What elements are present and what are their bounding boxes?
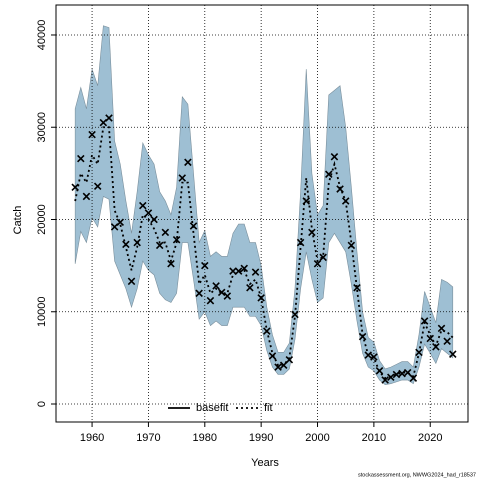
observed-point (268, 352, 277, 360)
observed-point (263, 327, 271, 335)
observed-point (240, 264, 249, 273)
observed-point (336, 185, 344, 193)
x-tick-label: 1960 (80, 432, 104, 444)
y-tick-label: 30000 (36, 112, 48, 143)
observed-point (296, 238, 305, 247)
observed-point (82, 192, 91, 201)
observed-point (285, 355, 294, 364)
observed-point (195, 289, 203, 298)
footer: stockassessment.org, NWWG2024_had_r18537 (358, 472, 476, 478)
observed-point (127, 277, 136, 286)
observed-point (206, 296, 215, 305)
observed-point (375, 367, 384, 375)
observed-point (150, 215, 158, 224)
observed-point (398, 369, 406, 378)
observed-point (189, 222, 198, 230)
observed-point (358, 332, 367, 341)
observed-point (234, 267, 243, 275)
observed-point (370, 353, 378, 361)
observed-point (279, 361, 288, 370)
x-tick-label: 2000 (305, 432, 329, 444)
observed-point (229, 267, 237, 275)
observed-point (319, 253, 327, 262)
observed-point (144, 209, 153, 217)
observed-point (88, 130, 96, 139)
observed-point (313, 260, 322, 268)
observed-point (392, 370, 401, 379)
observed-point (347, 241, 356, 250)
x-tick-label: 1970 (136, 432, 160, 444)
y-tick-label: 40000 (36, 20, 48, 51)
observed-point (353, 284, 361, 292)
legend-label: basefit (196, 402, 228, 414)
observed-point (432, 343, 440, 351)
observed-point (364, 351, 373, 359)
observed-point (291, 310, 299, 319)
observed-point (133, 238, 141, 247)
legend-label: fit (264, 402, 273, 414)
y-tick-label: 10000 (36, 296, 48, 327)
x-tick-label: 2010 (362, 432, 386, 444)
observed-point (437, 324, 446, 333)
observed-point (330, 152, 339, 161)
observed-point (105, 114, 113, 122)
observed-point (325, 170, 333, 179)
observed-point (341, 197, 350, 205)
observed-point (251, 268, 260, 276)
observed-point (167, 260, 175, 268)
observed-point (257, 294, 265, 302)
y-tick-label: 0 (36, 401, 48, 407)
observed-point (381, 376, 389, 384)
observed-point (178, 174, 187, 182)
x-tick-label: 1990 (249, 432, 273, 444)
confidence-band (74, 25, 454, 385)
observed-point (274, 363, 282, 371)
observed-point (116, 218, 125, 227)
observed-point (443, 337, 451, 346)
observed-point (420, 317, 429, 325)
observed-point (387, 373, 395, 382)
observed-point (155, 241, 164, 250)
observed-point (139, 201, 147, 210)
x-axis-label: Years (251, 457, 279, 469)
y-tick-label: 20000 (36, 204, 48, 235)
observed-point (212, 282, 220, 290)
observed-point (449, 350, 457, 358)
observed-point (308, 228, 316, 237)
observed-point (409, 374, 418, 382)
observed-point (403, 368, 412, 377)
observed-point (246, 284, 254, 292)
observed-point (172, 236, 181, 244)
observed-point (302, 197, 311, 205)
observed-point (77, 154, 85, 163)
observed-point (161, 228, 170, 237)
observed-point (217, 288, 226, 297)
observed-point (223, 292, 232, 300)
observed-point (122, 240, 130, 249)
observed-point (415, 348, 423, 357)
observed-point (71, 183, 79, 191)
plot-frame (55, 4, 469, 423)
y-axis-label: Catch (12, 206, 24, 235)
observed-point (201, 261, 209, 270)
observed-point (426, 334, 435, 343)
observed-point (93, 182, 102, 191)
x-tick-label: 2020 (418, 432, 442, 444)
observed-point (184, 158, 192, 167)
x-tick-label: 1980 (193, 432, 217, 444)
